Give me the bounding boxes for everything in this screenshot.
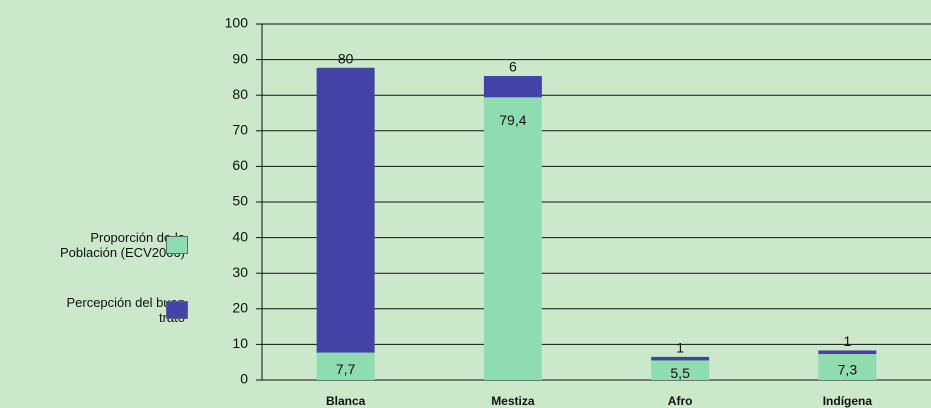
x-tick-label: Blanca [326,394,366,408]
y-tick-label: 80 [232,86,248,102]
y-tick-label: 90 [232,50,248,66]
bar-segment [483,97,542,380]
legend-label: Percepción del buen trato [66,295,185,325]
y-tick-label: 70 [232,122,248,138]
data-label: 79,4 [499,112,526,128]
legend-label: Proporción de la Población (ECV2006) [59,230,185,260]
bar-segment [483,75,542,98]
bar-segment [818,350,877,355]
bar-segment [316,352,375,380]
x-tick-label: Indígena [823,394,873,408]
legend-swatch [166,301,188,319]
x-tick-label: Mestiza [491,394,535,408]
bar-segment [651,356,710,361]
legend-swatch [166,236,188,254]
y-tick-label: 60 [232,157,248,173]
data-label: 6 [509,59,517,75]
data-label: 7,3 [838,362,858,378]
y-tick-label: 100 [225,15,249,31]
y-tick-label: 0 [240,371,248,387]
y-tick-label: 20 [232,300,248,316]
data-label: 80 [338,50,354,66]
y-tick-label: 10 [232,335,248,351]
x-tick-label: Afro [668,394,693,408]
data-label: 7,7 [336,361,356,377]
bar-segment [651,360,710,380]
y-tick-label: 50 [232,193,248,209]
y-tick-label: 40 [232,228,248,244]
bar-segment [316,67,375,353]
y-tick-label: 30 [232,264,248,280]
bar-segment [818,354,877,380]
data-label: 1 [843,333,851,349]
data-label: 1 [676,340,684,356]
data-label: 5,5 [670,365,690,381]
